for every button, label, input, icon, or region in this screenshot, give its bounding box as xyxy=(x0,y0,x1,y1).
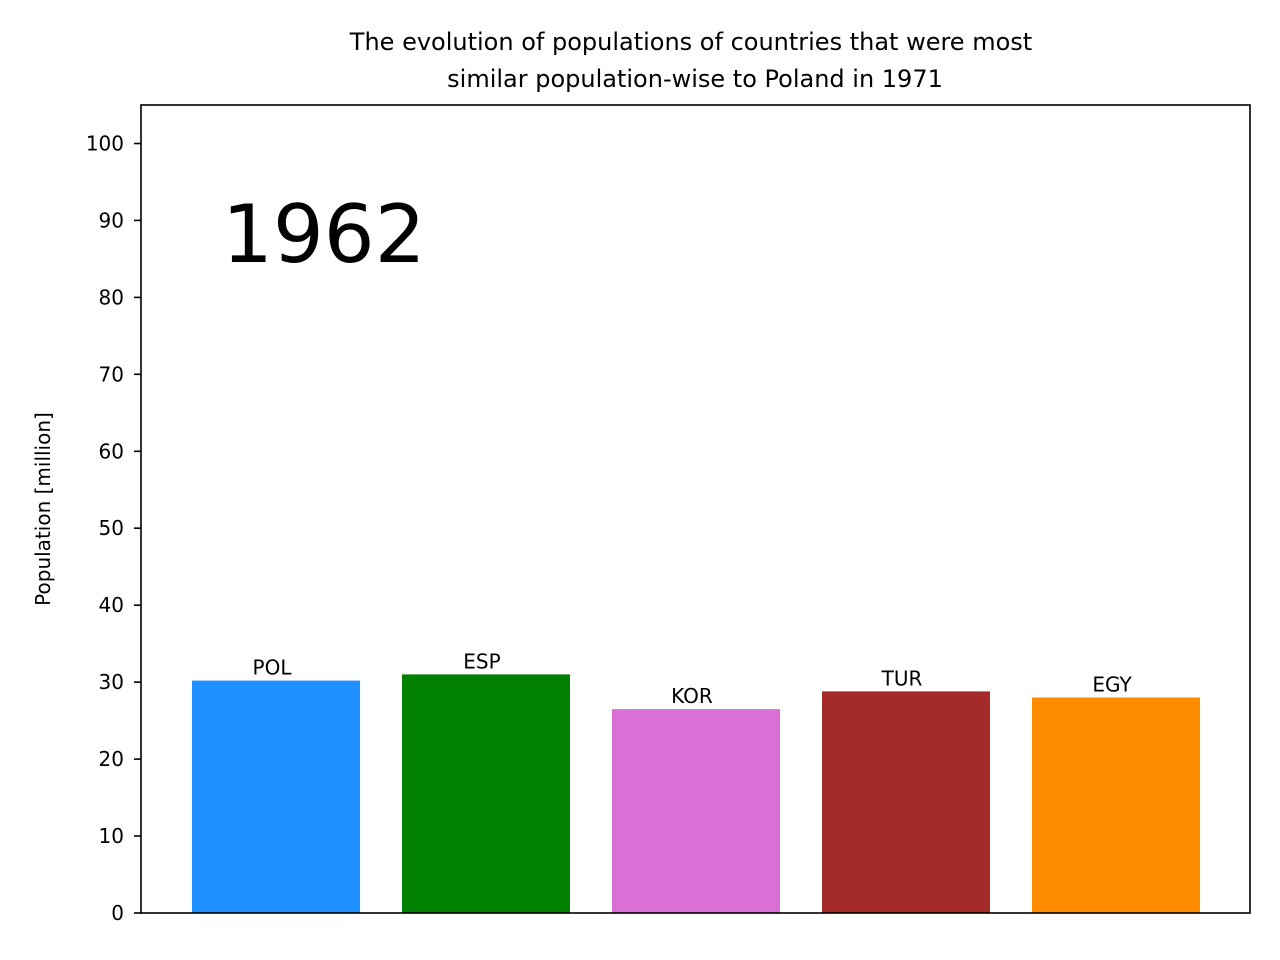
year-annotation: 1962 xyxy=(222,188,426,281)
bar-pol xyxy=(192,680,360,913)
chart-title-line-1: The evolution of populations of countrie… xyxy=(349,28,1032,56)
y-ticks-group: 0 10 20 30 40 50 60 70 80 90 100 xyxy=(86,132,141,925)
bar-label-egy: EGY xyxy=(1092,673,1132,697)
bar-tur xyxy=(822,691,990,913)
plot-frame xyxy=(140,104,1251,914)
bar-label-esp: ESP xyxy=(463,649,500,673)
bar-label-tur: TUR xyxy=(881,666,923,690)
y-tick-label-80: 80 xyxy=(99,285,124,309)
chart-title-line-2: similar population-wise to Poland in 197… xyxy=(447,65,943,93)
y-tick-label-60: 60 xyxy=(99,439,124,463)
bar-esp xyxy=(402,674,570,913)
bars-group xyxy=(192,674,1200,913)
bar-kor xyxy=(612,709,780,913)
bar-egy xyxy=(1032,697,1200,913)
y-tick-label-90: 90 xyxy=(99,208,124,232)
y-tick-label-10: 10 xyxy=(99,824,124,848)
y-tick-label-70: 70 xyxy=(99,362,124,386)
bar-label-pol: POL xyxy=(253,656,293,680)
bar-labels-group: POL ESP KOR TUR EGY xyxy=(253,649,1133,708)
bar-label-kor: KOR xyxy=(671,684,713,708)
y-axis-label: Population [million] xyxy=(31,412,55,606)
y-tick-label-20: 20 xyxy=(99,747,124,771)
y-tick-label-40: 40 xyxy=(99,593,124,617)
y-tick-label-0: 0 xyxy=(111,901,124,925)
y-tick-label-50: 50 xyxy=(99,516,124,540)
y-tick-label-30: 30 xyxy=(99,670,124,694)
y-tick-label-100: 100 xyxy=(86,132,124,156)
